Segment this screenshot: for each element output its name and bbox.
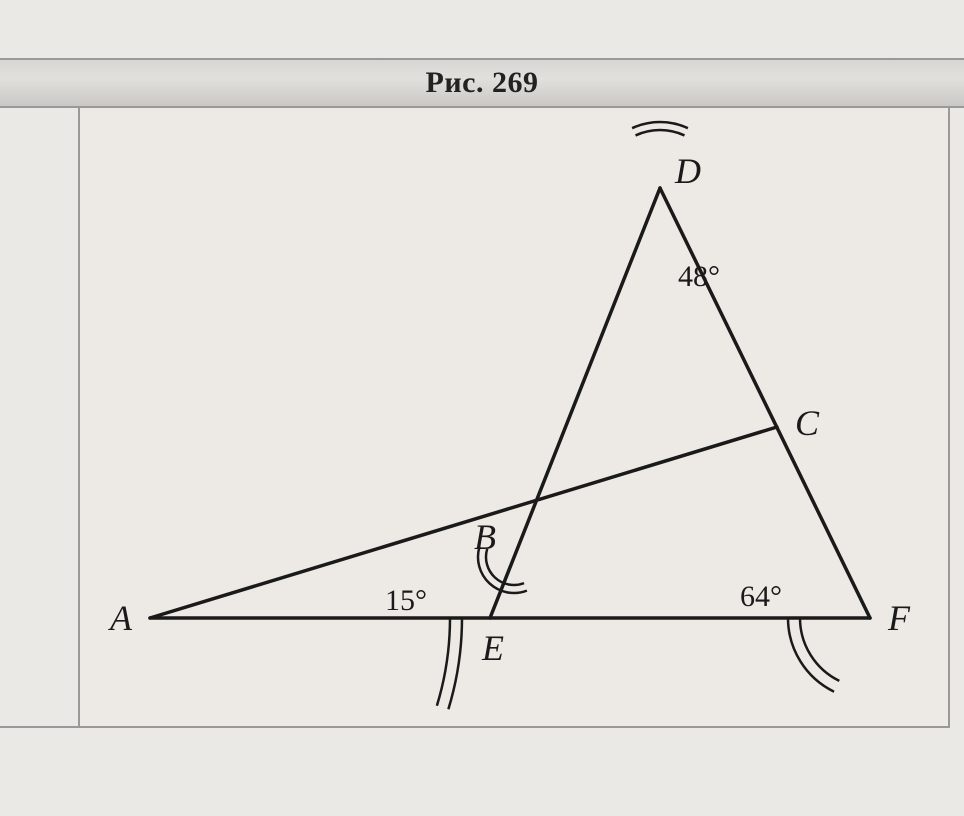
header-bar: Рис. 269 bbox=[0, 58, 964, 108]
svg-text:64°: 64° bbox=[740, 580, 782, 613]
svg-text:C: C bbox=[795, 403, 820, 443]
figure-title: Рис. 269 bbox=[426, 66, 539, 100]
svg-text:E: E bbox=[481, 628, 504, 668]
svg-text:A: A bbox=[108, 598, 133, 638]
svg-text:B: B bbox=[474, 517, 496, 557]
bottom-line-left bbox=[0, 726, 80, 728]
geometry-diagram: A E F D B C 48° 15° 64° bbox=[80, 108, 950, 728]
svg-text:F: F bbox=[887, 598, 911, 638]
svg-text:D: D bbox=[674, 151, 701, 191]
page-container: Рис. 269 A E F D B C 48° 15° 64° bbox=[0, 0, 964, 816]
svg-text:15°: 15° bbox=[385, 584, 427, 617]
svg-text:48°: 48° bbox=[678, 260, 720, 293]
